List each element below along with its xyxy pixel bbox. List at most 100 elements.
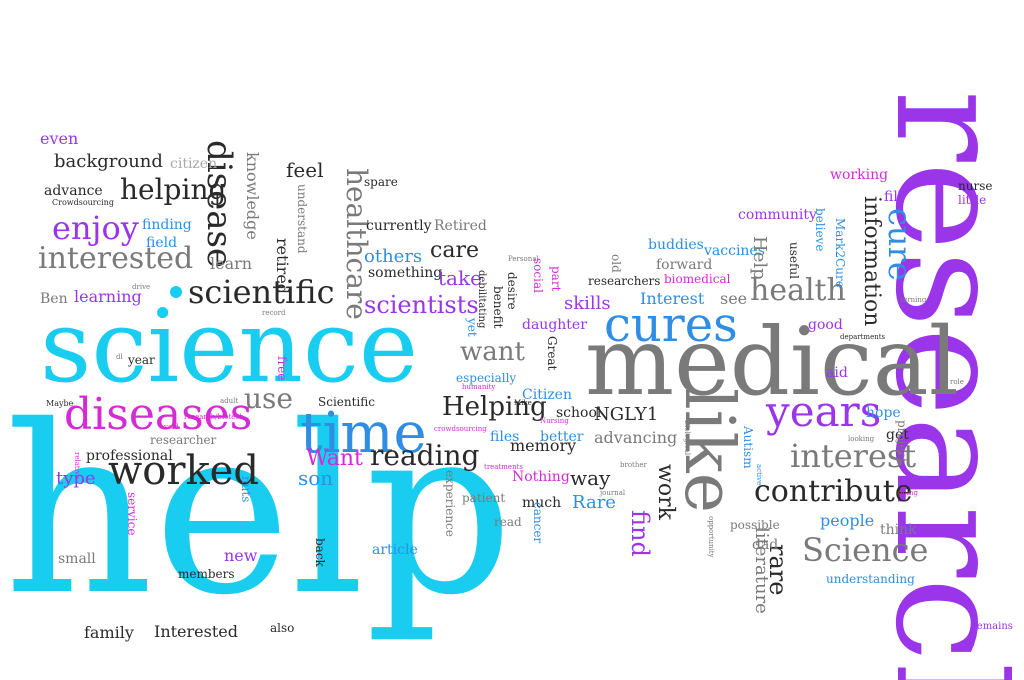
word-memory: memory xyxy=(510,436,577,455)
word-mike: Mike xyxy=(514,399,532,407)
word-fill: fill xyxy=(884,189,903,205)
word-year: year xyxy=(128,353,155,367)
word-biological: Biological xyxy=(683,420,691,456)
word-use: use xyxy=(244,382,293,415)
word-drive: drive xyxy=(132,283,151,291)
word-understanding: understanding xyxy=(826,572,915,586)
word-currently: currently xyxy=(366,218,432,234)
word-personal: Personal xyxy=(508,255,539,263)
word-researchers: researchers xyxy=(588,274,661,288)
word-find: find xyxy=(626,510,654,557)
word-spare: spare xyxy=(364,175,398,189)
word-brother: brother xyxy=(620,461,647,469)
word-cures: cures xyxy=(604,297,738,353)
word-part: part xyxy=(549,266,563,292)
word-retired: retired xyxy=(273,238,292,295)
word-interested-capital: Interested xyxy=(154,622,238,641)
word-maybe: Maybe xyxy=(46,399,74,408)
word-even: even xyxy=(40,129,79,148)
word-interested: interested xyxy=(38,241,194,276)
word-rare-capital: Rare xyxy=(572,492,616,513)
word-members: members xyxy=(178,567,235,581)
word-take: take xyxy=(438,266,482,290)
word-medical: medical xyxy=(585,308,959,417)
bullet-dot xyxy=(170,286,182,298)
word-relative: relative xyxy=(73,452,81,480)
word-better: better xyxy=(540,429,584,445)
word-community: community xyxy=(738,207,817,223)
word-knowledge: knowledge xyxy=(243,152,262,240)
word-benefit: benefit xyxy=(491,286,505,329)
word-science: science xyxy=(40,288,419,405)
word-experience: experience xyxy=(443,470,457,537)
word-treatments: treatments xyxy=(484,463,523,471)
word-departments: departments xyxy=(840,333,886,341)
word-going: going xyxy=(898,489,918,497)
word-interest: interest xyxy=(790,437,917,475)
word-learn: learn xyxy=(210,254,253,273)
word-forward: forward xyxy=(656,257,713,273)
word-project: project xyxy=(895,420,909,464)
word-autism: Autism xyxy=(741,426,755,469)
word-care: care xyxy=(430,238,479,263)
word-helping: helping xyxy=(120,173,227,206)
word-files: files xyxy=(490,429,520,445)
word-working: working xyxy=(830,167,889,183)
word-role: role xyxy=(950,378,964,386)
word-new: new xyxy=(224,546,258,565)
word-crowdsourcing-capital: Crowdsourcing xyxy=(52,198,114,207)
word-nuts: nuts xyxy=(239,476,253,503)
word-finding: finding xyxy=(142,217,192,233)
word-free: free xyxy=(275,356,289,381)
word-work: work xyxy=(653,464,678,520)
word-patient: patient xyxy=(462,491,506,505)
word-mark2cure: Mark2Cure xyxy=(833,218,847,288)
word-enjoy: enjoy xyxy=(52,209,139,247)
word-health: health xyxy=(750,273,846,308)
word-scientific-capital: Scientific xyxy=(318,395,375,409)
word-ben: Ben xyxy=(40,291,68,307)
word-fit: fit xyxy=(736,356,744,364)
word-article: article xyxy=(372,542,418,558)
word-want-capital: Want xyxy=(306,446,363,471)
word-possible: possible xyxy=(730,518,780,532)
word-science-capital: Science xyxy=(802,531,929,569)
word-especially: especially xyxy=(456,371,517,385)
word-scientists: scientists xyxy=(364,291,479,319)
word-researcher: researcher xyxy=(150,433,217,447)
word-nothing: Nothing xyxy=(512,469,570,485)
word-help: help xyxy=(4,376,514,646)
word-much: much xyxy=(522,495,562,511)
word-school: school xyxy=(556,405,602,421)
word-retired-capital: Retired xyxy=(434,218,487,234)
word-son: son xyxy=(298,466,334,490)
word-humanity: humanity xyxy=(462,383,496,391)
word-others: others xyxy=(364,246,423,267)
word-daughter: daughter xyxy=(522,317,587,333)
word-remains: remains xyxy=(972,621,1013,632)
word-back: back xyxy=(313,538,327,567)
word-old: old xyxy=(609,254,623,273)
word-interest-capital: Interest xyxy=(640,289,705,308)
word-useful: useful xyxy=(787,242,801,279)
word-advancing: advancing xyxy=(594,428,678,447)
word-something: something xyxy=(368,265,443,281)
word-time: time xyxy=(300,401,427,466)
word-scientific: scientific xyxy=(188,273,335,311)
word-advance: advance xyxy=(44,183,103,199)
word-aid: aid xyxy=(826,365,848,381)
word-active: active xyxy=(755,464,763,486)
word-cure: cure xyxy=(881,208,919,281)
word-information: information xyxy=(859,196,884,327)
word-adult: adult xyxy=(220,397,239,405)
word-nursing: Nursing xyxy=(540,417,569,425)
word-diseases: diseases xyxy=(64,389,253,440)
word-years: years xyxy=(766,387,882,436)
word-understand: understand xyxy=(295,184,309,254)
word-read: read xyxy=(494,515,522,529)
word-hope: hope xyxy=(866,405,901,421)
word-get: get xyxy=(886,427,909,443)
word-people: people xyxy=(820,511,875,530)
word-citizen-capital: Citizen xyxy=(522,387,572,403)
word-worked: worked xyxy=(108,448,259,494)
